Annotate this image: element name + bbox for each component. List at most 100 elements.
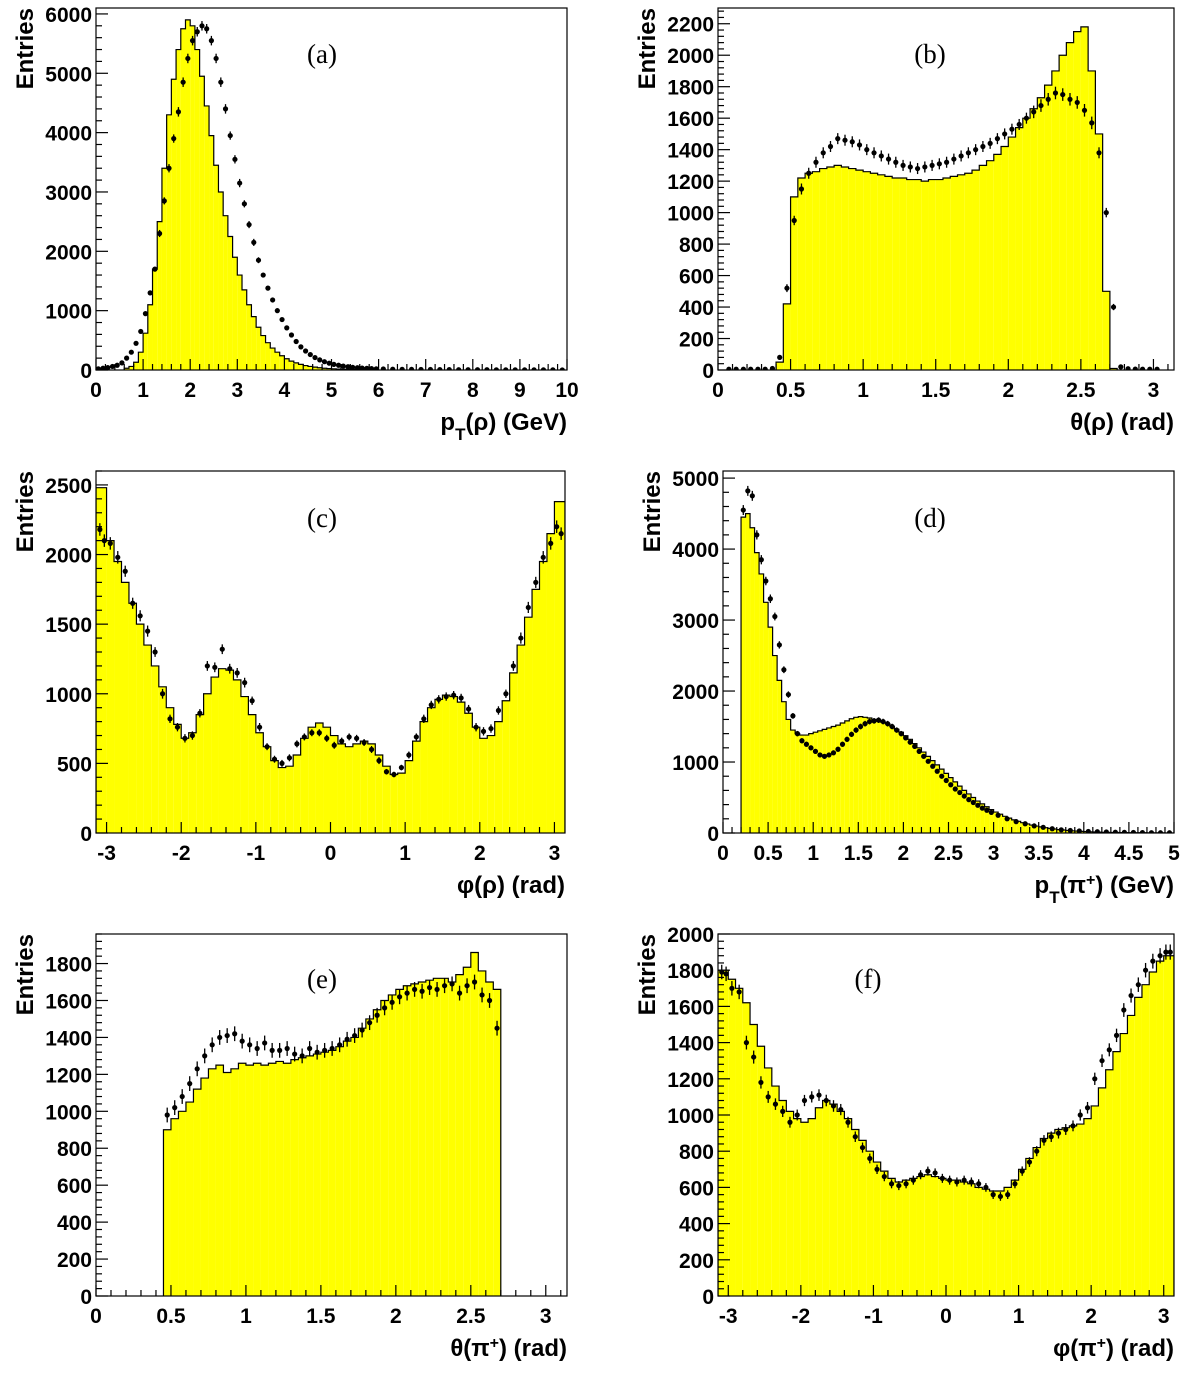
hist-bar xyxy=(841,166,849,370)
hist-bar xyxy=(546,533,555,833)
data-point xyxy=(889,723,895,730)
data-point xyxy=(871,150,877,156)
panel-f: -3 -2 -1 0 1 2 3 0 200 400 600 800 1000 1200 1400 1600 1… xyxy=(634,924,1175,1362)
data-point xyxy=(794,1112,800,1118)
hist-bar xyxy=(494,721,503,833)
data-point xyxy=(767,596,773,602)
data-point xyxy=(875,717,882,723)
hist-bar xyxy=(921,181,929,370)
data-point xyxy=(254,1045,260,1052)
data-point xyxy=(1089,120,1095,126)
hist-bar xyxy=(975,1187,983,1296)
hist-bar xyxy=(242,289,247,370)
data-point xyxy=(806,170,812,176)
hist-bar xyxy=(455,974,464,1296)
hist-bar xyxy=(930,760,935,833)
hist-bar xyxy=(463,967,471,1296)
data-point xyxy=(790,713,796,719)
data-point xyxy=(755,366,761,370)
y-tick-label: 4000 xyxy=(672,539,719,562)
hist-bar xyxy=(750,1024,758,1296)
data-point xyxy=(471,979,478,985)
hist-bar xyxy=(124,368,129,370)
data-point xyxy=(1012,1181,1018,1187)
hist-bar xyxy=(993,154,1002,370)
hist-bar xyxy=(1043,827,1048,833)
hist-bar xyxy=(1141,984,1150,1296)
hist-bar xyxy=(1047,828,1053,833)
x-tick-label: 8 xyxy=(467,379,479,402)
data-point xyxy=(1076,828,1082,833)
hist-bar xyxy=(967,1183,976,1296)
data-point xyxy=(179,1093,185,1100)
data-point xyxy=(729,985,735,991)
data-point xyxy=(1121,829,1127,833)
y-tick-label: 1600 xyxy=(667,996,714,1019)
data-point xyxy=(958,153,964,159)
data-point xyxy=(1084,1105,1091,1111)
hist-bar xyxy=(350,1037,359,1296)
x-tick-label: 2 xyxy=(474,842,486,865)
panel-b: 0 0.5 1 1.5 2 2.5 3 0 200 400 600 800 1000 1200 1400 16… xyxy=(634,7,1175,436)
data-point xyxy=(1067,96,1073,102)
data-point xyxy=(765,1094,771,1100)
data-point xyxy=(970,799,976,806)
data-point xyxy=(864,147,870,153)
hist-bar xyxy=(420,721,428,833)
x-tick-label: 1 xyxy=(240,1305,252,1328)
histogram-f xyxy=(718,955,1174,1296)
hist-bar xyxy=(1061,830,1066,833)
data-point xyxy=(896,1182,902,1189)
data-point xyxy=(122,568,128,574)
y-axis-title: Entries xyxy=(12,934,39,1015)
hist-bar xyxy=(870,173,878,370)
x-tick-label: 3 xyxy=(988,842,1000,865)
hist-bar xyxy=(996,1191,1005,1296)
data-point xyxy=(1150,958,1156,964)
data-point xyxy=(242,680,248,686)
data-point xyxy=(1067,827,1073,833)
hist-bar xyxy=(790,730,796,833)
data-point xyxy=(352,1032,358,1039)
hist-bar xyxy=(984,806,990,833)
hist-bar xyxy=(158,686,167,833)
hist-outline xyxy=(123,19,380,370)
hist-bar xyxy=(326,368,332,370)
data-point xyxy=(866,718,873,725)
hist-bar xyxy=(876,720,881,833)
data-point xyxy=(835,746,841,752)
data-point xyxy=(96,366,101,370)
data-point xyxy=(249,698,255,704)
y-tick-label: 5000 xyxy=(672,468,719,491)
y-tick-label: 400 xyxy=(679,297,714,320)
hist-bar xyxy=(931,1176,939,1296)
hist-bar xyxy=(1025,1158,1034,1296)
hist-bar xyxy=(975,801,981,833)
hist-bar xyxy=(166,707,174,833)
hist-bar xyxy=(718,970,729,1296)
data-point xyxy=(980,143,986,150)
hist-bar xyxy=(826,166,835,370)
hist-bar xyxy=(989,809,994,833)
data-point xyxy=(1019,1168,1025,1174)
data-point xyxy=(1013,819,1019,825)
data-point xyxy=(951,156,957,162)
hist-bar xyxy=(1102,291,1110,370)
hist-bar xyxy=(1095,133,1103,370)
hist-bar xyxy=(982,1189,990,1296)
data-point xyxy=(997,1193,1004,1200)
x-tick-label: 4 xyxy=(279,379,291,402)
hist-bar xyxy=(948,777,954,833)
data-point xyxy=(142,311,149,317)
y-tick-label: 1400 xyxy=(667,1033,714,1056)
data-point xyxy=(803,741,810,747)
data-point xyxy=(406,752,412,758)
hist-bar xyxy=(440,978,449,1296)
hist-bar xyxy=(962,790,967,833)
hist-bar xyxy=(942,177,951,370)
data-point xyxy=(218,79,224,85)
hist-bar xyxy=(479,738,488,833)
hist-bar xyxy=(203,693,212,833)
data-point xyxy=(1139,366,1146,370)
data-point xyxy=(898,731,904,737)
